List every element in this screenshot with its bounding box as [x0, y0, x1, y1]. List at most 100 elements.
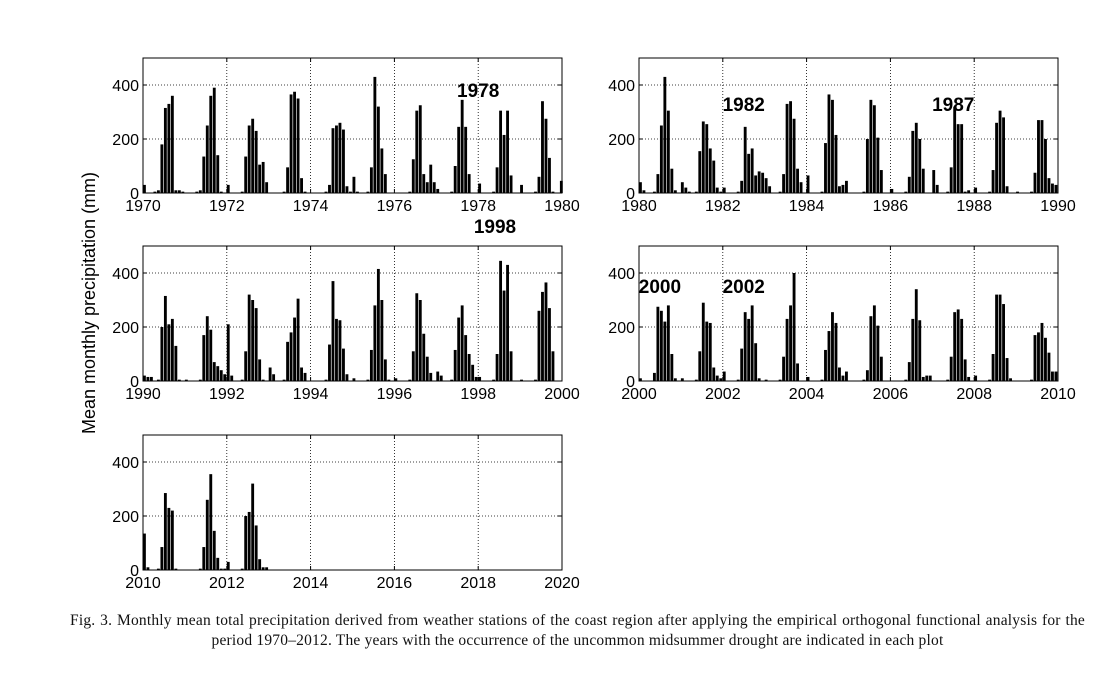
- x-tick-label: 1972: [209, 198, 245, 215]
- bar: [170, 510, 174, 570]
- bar: [652, 372, 656, 381]
- bar: [418, 105, 422, 193]
- bar: [352, 378, 356, 381]
- x-tick-label: 1986: [873, 198, 909, 215]
- x-tick-label: 1992: [209, 386, 245, 403]
- bar: [464, 126, 468, 193]
- bar: [258, 359, 262, 381]
- bar: [422, 333, 426, 381]
- bar: [537, 176, 541, 193]
- figure-caption: Fig. 3. Monthly mean total precipitation…: [70, 612, 1085, 649]
- bar: [258, 164, 262, 193]
- x-tick-label: 1998: [460, 386, 496, 403]
- bar: [879, 170, 883, 193]
- drought-year-annotation: 1982: [723, 95, 765, 116]
- x-tick-label: 2002: [705, 386, 741, 403]
- plot-frame: [142, 57, 563, 194]
- bar: [212, 362, 216, 381]
- x-tick-label: 1974: [293, 198, 329, 215]
- bar: [659, 310, 663, 381]
- bar: [876, 325, 880, 381]
- bar: [429, 372, 433, 381]
- bar: [715, 187, 719, 193]
- bar: [251, 483, 255, 570]
- bar: [209, 329, 213, 381]
- drought-year-annotation: 1998: [474, 217, 516, 238]
- bar: [841, 184, 845, 193]
- bar: [995, 294, 999, 381]
- bar: [551, 191, 555, 193]
- bar: [949, 356, 953, 381]
- bar: [862, 379, 866, 381]
- plot-frame: [142, 434, 563, 571]
- bar: [750, 305, 754, 381]
- bar: [345, 374, 349, 381]
- x-tick-label: 1976: [377, 198, 413, 215]
- x-tick-label: 1984: [789, 198, 825, 215]
- y-tick-label: 200: [112, 509, 139, 526]
- bar: [328, 184, 331, 193]
- bar: [464, 335, 468, 381]
- panel-2: 1980 1982 1984 1986 1988 1990 0 200 400 1982 1987: [608, 57, 1076, 215]
- bar: [698, 351, 702, 381]
- bar: [303, 191, 307, 193]
- bar: [1033, 172, 1037, 193]
- bar: [143, 533, 146, 570]
- bar: [216, 366, 220, 381]
- bar: [701, 302, 705, 381]
- bar: [349, 191, 352, 193]
- bar: [202, 547, 206, 570]
- bar: [146, 376, 150, 381]
- x-tick-label: 1982: [705, 198, 741, 215]
- bar: [1009, 378, 1012, 381]
- bar: [383, 359, 387, 381]
- bar: [467, 354, 471, 381]
- bar: [946, 379, 950, 381]
- bar: [799, 182, 803, 193]
- bar: [869, 99, 873, 193]
- bar: [478, 376, 482, 381]
- bar: [247, 511, 251, 570]
- bar: [408, 191, 412, 193]
- bar: [167, 324, 171, 381]
- panel-3: 1990 1992 1994 1996 1998 2000 0 200 400 1998: [112, 217, 580, 403]
- y-tick-label: 400: [608, 266, 635, 283]
- bar: [995, 122, 999, 193]
- bar: [492, 191, 496, 193]
- bar: [163, 493, 167, 570]
- bar: [963, 191, 967, 193]
- bar: [747, 318, 751, 381]
- bar: [1037, 120, 1040, 193]
- bar: [663, 76, 667, 193]
- bar: [639, 182, 642, 193]
- bar: [967, 376, 971, 381]
- bar: [548, 157, 551, 193]
- bar: [453, 166, 457, 193]
- bar: [680, 378, 684, 381]
- bar: [296, 98, 300, 193]
- bar: [300, 367, 303, 381]
- bar: [876, 137, 880, 193]
- bar: [450, 379, 454, 381]
- bar: [907, 176, 911, 193]
- bar: [789, 101, 792, 193]
- bar: [796, 168, 799, 193]
- bar: [1040, 120, 1044, 193]
- bar: [921, 168, 925, 193]
- bar: [928, 375, 932, 381]
- bar: [680, 182, 684, 193]
- bar: [338, 122, 342, 193]
- y-tick-label: 0: [130, 563, 139, 580]
- bar: [143, 184, 146, 193]
- panel-5: 2010 2012 2014 2016 2018 2020 0 200 400: [112, 434, 580, 592]
- bar: [764, 178, 768, 193]
- bar: [160, 144, 164, 193]
- bar: [520, 184, 523, 193]
- x-tick-label: 1994: [293, 386, 329, 403]
- bar: [345, 186, 349, 193]
- bar: [240, 379, 244, 381]
- bar: [827, 331, 831, 381]
- bar: [845, 371, 848, 381]
- bar: [1005, 358, 1009, 381]
- bar: [265, 567, 269, 570]
